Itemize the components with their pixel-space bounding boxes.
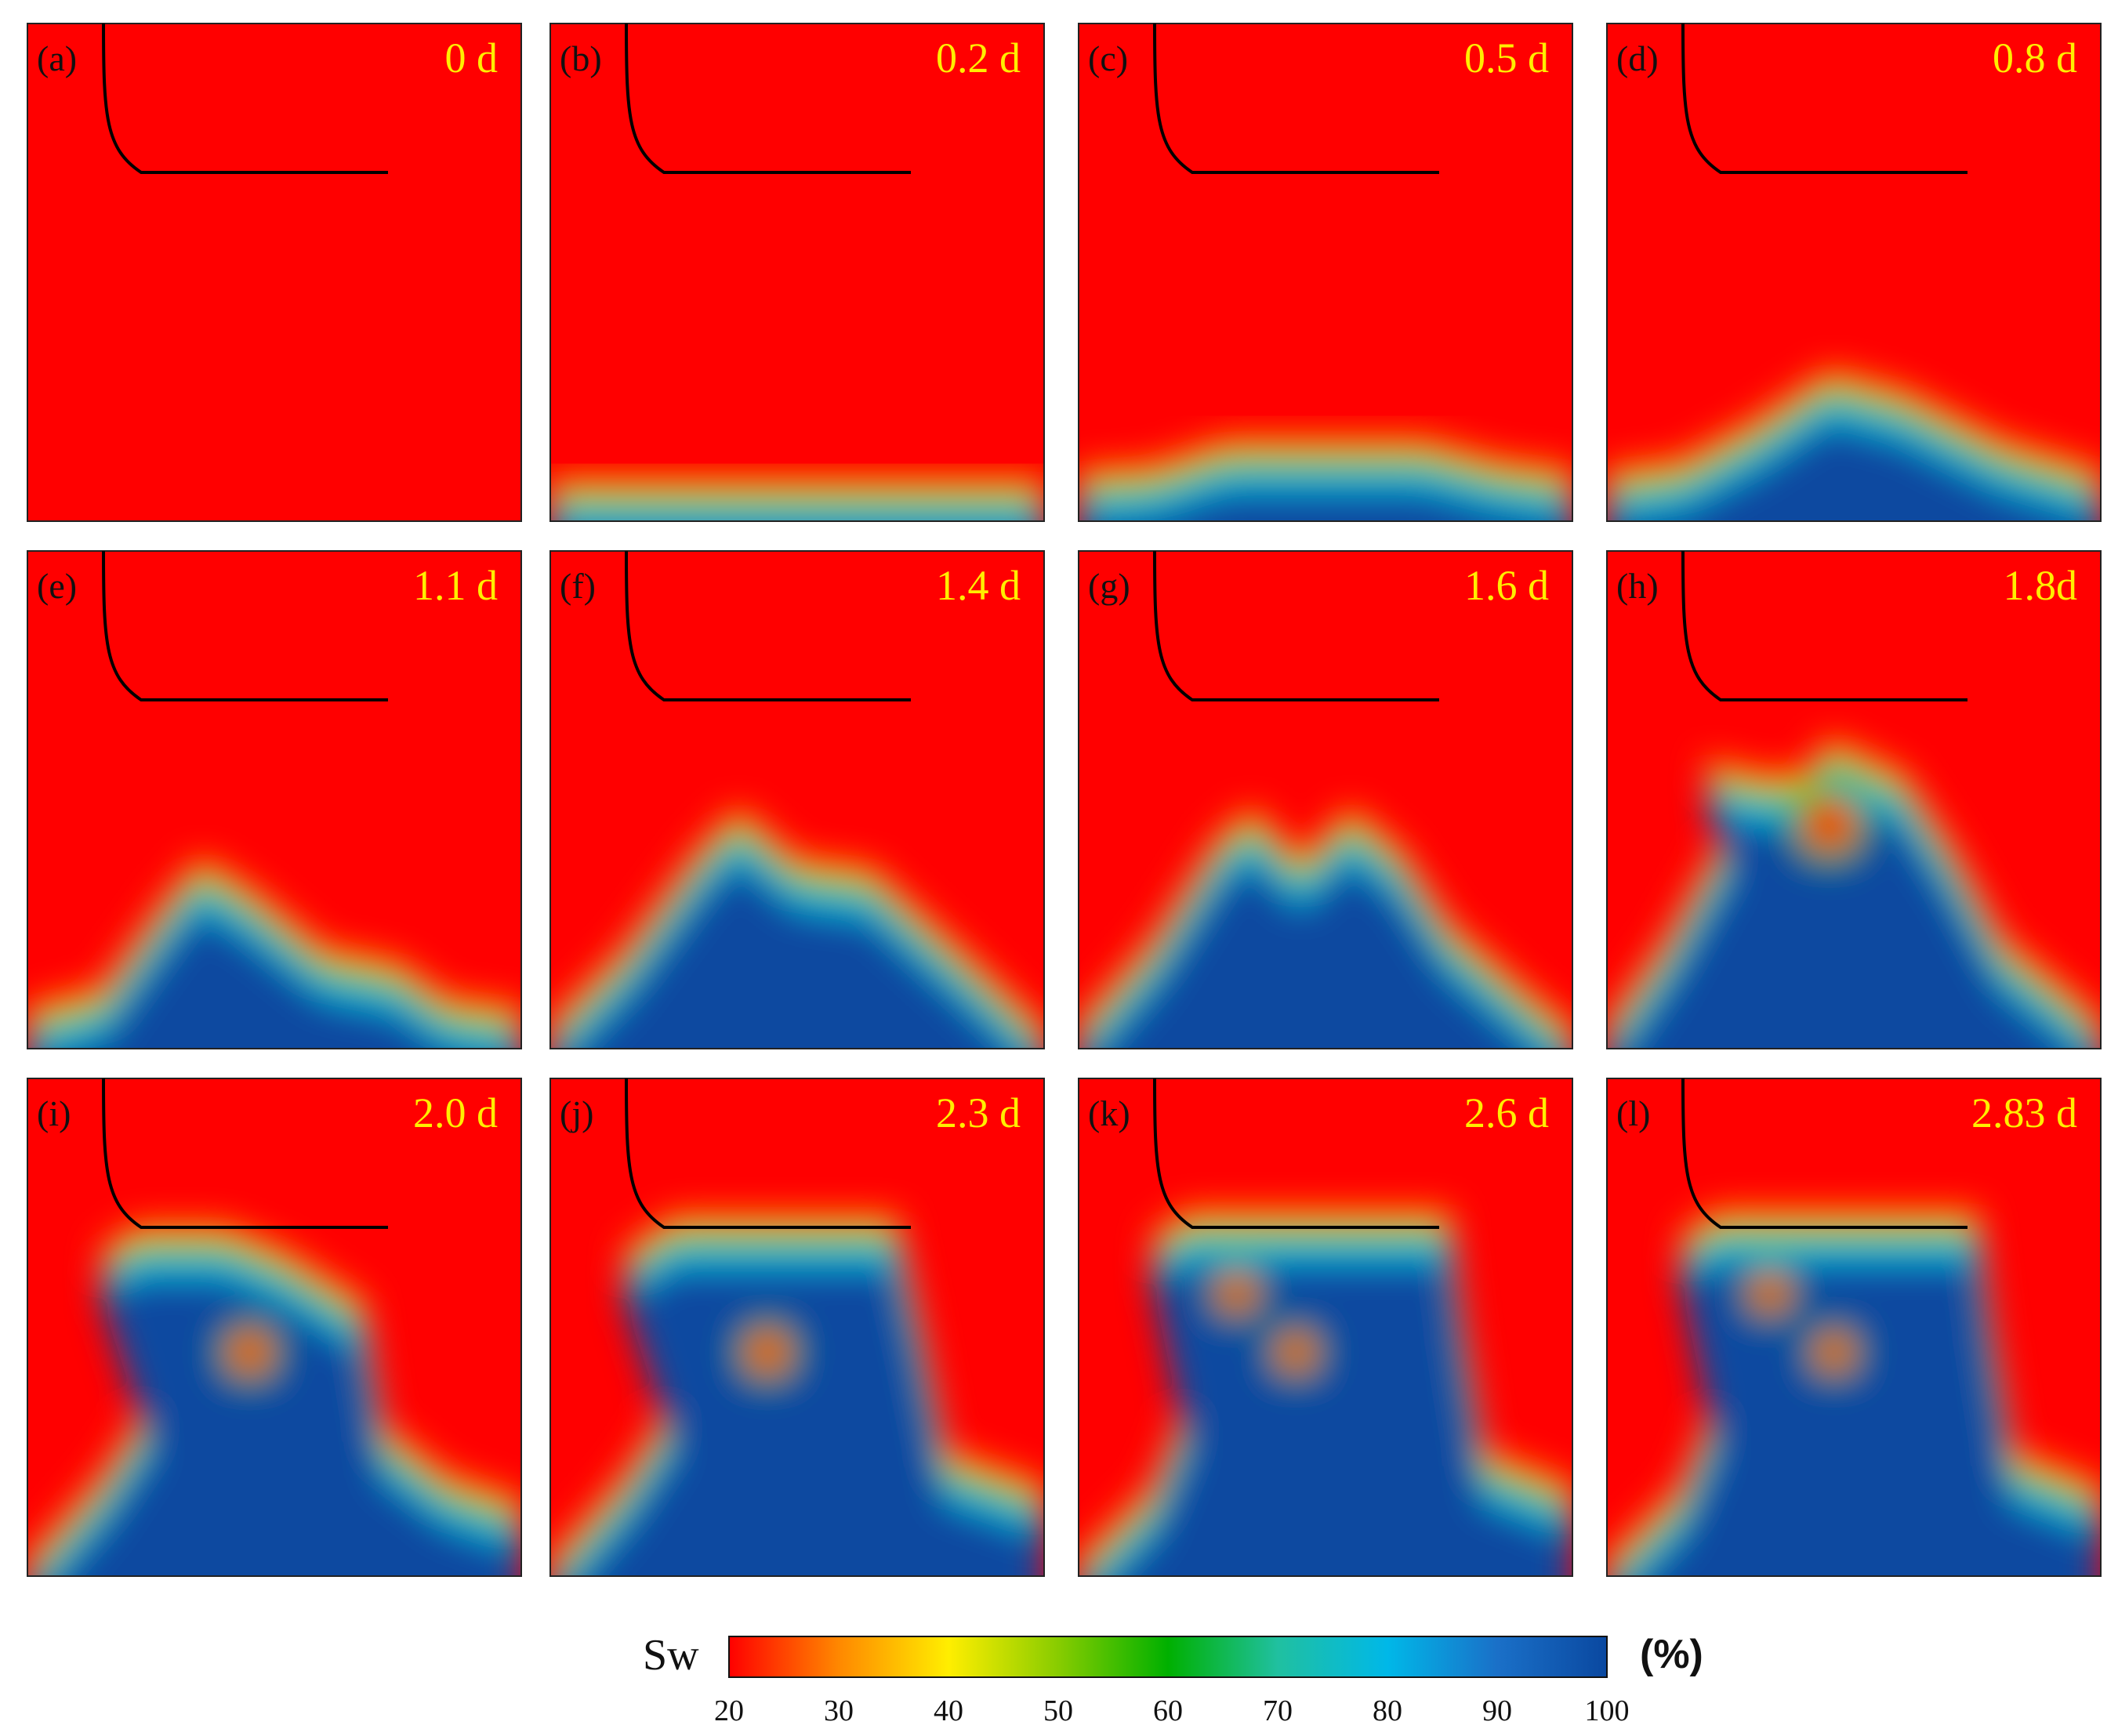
colorbar: Sw (%) 20 30 40 50 60 70 80 90 100	[643, 1631, 1703, 1727]
time-label: 2.3 d	[936, 1089, 1021, 1136]
well-trajectory	[102, 1078, 388, 1229]
water-plume	[1079, 441, 1572, 521]
water-plume	[1607, 1212, 2101, 1576]
well-trajectory	[102, 550, 388, 701]
panel: (f) 1.4 d	[549, 550, 1045, 1049]
time-label: 0.8 d	[1993, 34, 2077, 82]
well-trajectory	[1153, 1078, 1439, 1229]
well-trajectory	[625, 1078, 911, 1229]
well-trajectory	[1153, 23, 1439, 174]
panel: (a) 0 d	[27, 23, 522, 522]
time-label: 2.0 d	[413, 1089, 498, 1136]
panel: (i) 2.0 d	[27, 1078, 522, 1577]
panel-frame	[1078, 550, 1573, 1049]
panel: (g) 1.6 d	[1078, 550, 1573, 1049]
colorbar-tick: 40	[934, 1694, 963, 1727]
colorbar-tick: 30	[824, 1694, 854, 1727]
oil-background	[27, 24, 521, 521]
colorbar-ticks: 20 30 40 50 60 70 80 90 100	[714, 1694, 1630, 1727]
panel-label: (l)	[1616, 1093, 1650, 1133]
colorbar-tick: 50	[1043, 1694, 1073, 1727]
water-plume	[550, 810, 1044, 1049]
panel-frame	[1078, 1078, 1573, 1577]
time-label: 1.4 d	[936, 562, 1021, 609]
panel: (l) 2.83 d	[1606, 1078, 2102, 1577]
colorbar-bar	[728, 1636, 1608, 1678]
water-plume	[1607, 371, 2101, 521]
time-label: 1.1 d	[413, 562, 498, 609]
time-label: 2.83 d	[1971, 1089, 2077, 1136]
panel: (c) 0.5 d	[1078, 23, 1573, 522]
panel-frame	[1606, 550, 2102, 1049]
panel-frame	[1078, 23, 1573, 522]
panel: (b) 0.2 d	[549, 23, 1045, 522]
time-label: 0.2 d	[936, 34, 1021, 82]
well-trajectory	[625, 550, 911, 701]
colorbar-title: Sw	[643, 1631, 699, 1680]
water-plume	[550, 1217, 1044, 1576]
panel-frame	[549, 550, 1045, 1049]
time-label: 2.6 d	[1464, 1089, 1549, 1136]
panel-label: (a)	[37, 38, 77, 78]
time-label: 1.6 d	[1464, 562, 1549, 609]
panel-frame	[1606, 1078, 2102, 1577]
water-plume	[27, 859, 521, 1049]
panel-frame	[27, 550, 522, 1049]
well-trajectory	[1681, 1078, 1967, 1229]
well-trajectory	[1681, 550, 1967, 701]
colorbar-unit: (%)	[1640, 1632, 1703, 1677]
colorbar-tick: 80	[1373, 1694, 1402, 1727]
panel: (k) 2.6 d	[1078, 1078, 1573, 1577]
time-label: 1.8d	[2004, 562, 2078, 609]
oil-background	[1079, 24, 1572, 521]
time-label: 0 d	[445, 34, 499, 82]
colorbar-tick: 70	[1263, 1694, 1293, 1727]
water-plume	[1607, 740, 2101, 1049]
panel-frame	[27, 23, 522, 522]
panel-label: (g)	[1088, 566, 1130, 606]
panel-label: (e)	[37, 566, 77, 606]
water-plume	[1079, 810, 1572, 1049]
panel-frame	[549, 23, 1045, 522]
panel-grid: (a) 0 d (b) 0.2 d (c) 0.5 d (d) 0.8 d (e) 1.1 d (f…	[27, 23, 2102, 1577]
panel-frame	[549, 1078, 1045, 1577]
panel-label: (c)	[1088, 38, 1128, 78]
panel: (j) 2.3 d	[549, 1078, 1045, 1577]
colorbar-tick: 90	[1482, 1694, 1512, 1727]
panel-label: (j)	[560, 1093, 593, 1133]
panel: (d) 0.8 d	[1606, 23, 2102, 522]
panel: (h) 1.8d	[1606, 550, 2102, 1049]
well-trajectory	[625, 23, 911, 174]
colorbar-tick: 20	[714, 1694, 744, 1727]
panel-frame	[1606, 23, 2102, 522]
well-trajectory	[1153, 550, 1439, 701]
panel-label: (b)	[560, 38, 602, 78]
well-trajectory	[102, 23, 388, 174]
panel-frame	[27, 1078, 522, 1577]
time-label: 0.5 d	[1464, 34, 1549, 82]
oil-background	[550, 24, 1044, 521]
panel-label: (h)	[1616, 566, 1659, 606]
panel-label: (f)	[560, 566, 596, 606]
water-plume	[1079, 1212, 1572, 1576]
colorbar-tick: 60	[1153, 1694, 1183, 1727]
panel-label: (d)	[1616, 38, 1659, 78]
well-trajectory	[1681, 23, 1967, 174]
panel-label: (k)	[1088, 1093, 1130, 1133]
panel: (e) 1.1 d	[27, 550, 522, 1049]
colorbar-tick: 100	[1585, 1694, 1630, 1727]
water-plume	[550, 481, 1044, 521]
water-plume	[27, 1227, 521, 1576]
panel-label: (i)	[37, 1093, 71, 1133]
